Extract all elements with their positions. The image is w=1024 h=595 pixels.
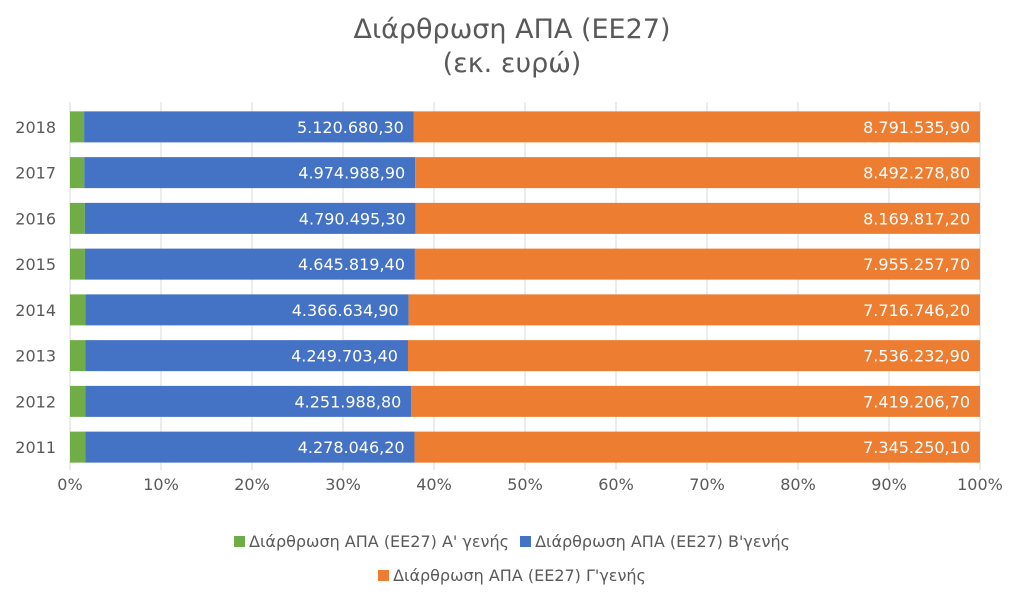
- bar-segment: [70, 431, 86, 463]
- y-tick-label: 2018: [15, 118, 56, 137]
- y-tick-label: 2015: [15, 255, 56, 274]
- bar-segment: [85, 340, 408, 372]
- data-label: 7.536.232,90: [863, 347, 970, 366]
- x-tick-label: 50%: [507, 475, 543, 494]
- bar-segment: [85, 431, 415, 463]
- bar-segment: [70, 340, 86, 372]
- legend-item-b: Διάρθρωση ΑΠΑ (ΕΕ27) Β'γενής: [520, 532, 790, 551]
- y-tick-label: 2012: [15, 392, 56, 411]
- legend-swatch-b: [520, 536, 532, 547]
- data-label: 4.249.703,40: [291, 347, 398, 366]
- x-tick-label: 30%: [325, 475, 361, 494]
- legend: Διάρθρωση ΑΠΑ (ΕΕ27) Α' γενής Διάρθρωση …: [0, 532, 1024, 551]
- x-tick-label: 10%: [143, 475, 179, 494]
- bar-segment: [414, 431, 980, 463]
- legend-label-b: Διάρθρωση ΑΠΑ (ΕΕ27) Β'γενής: [535, 532, 790, 551]
- data-label: 4.645.819,40: [298, 255, 405, 274]
- bar-segment: [84, 111, 414, 143]
- bar-segment: [70, 157, 85, 189]
- bar-segment: [70, 111, 85, 143]
- data-label: 7.955.257,70: [863, 255, 970, 274]
- x-tick-label: 20%: [234, 475, 270, 494]
- legend-swatch-c: [378, 570, 390, 581]
- legend-label-a: Διάρθρωση ΑΠΑ (ΕΕ27) Α' γενής: [249, 532, 509, 551]
- bar-segment: [407, 340, 980, 372]
- legend-row-2: Διάρθρωση ΑΠΑ (ΕΕ27) Γ'γενής: [0, 566, 1024, 585]
- data-label: 4.278.046,20: [298, 438, 405, 457]
- x-tick-label: 90%: [871, 475, 907, 494]
- x-tick-label: 80%: [780, 475, 816, 494]
- bar-segment: [84, 202, 416, 234]
- legend-label-c: Διάρθρωση ΑΠΑ (ΕΕ27) Γ'γενής: [393, 566, 646, 585]
- data-label: 4.366.634,90: [292, 301, 399, 320]
- data-label: 7.419.206,70: [863, 392, 970, 411]
- data-label: 4.251.988,80: [294, 392, 401, 411]
- y-tick-label: 2013: [15, 347, 56, 366]
- bar-segment: [411, 385, 980, 417]
- bar-segment: [85, 294, 409, 326]
- x-tick-label: 70%: [689, 475, 725, 494]
- data-label: 8.492.278,80: [863, 164, 970, 183]
- chart-title: Διάρθρωση ΑΠΑ (ΕΕ27): [353, 14, 671, 45]
- bar-segment: [70, 202, 85, 234]
- bar-segment: [70, 248, 85, 280]
- bar-segment: [415, 157, 981, 189]
- bar-segment: [415, 202, 980, 234]
- data-label: 8.791.535,90: [863, 118, 970, 137]
- bar-segment: [413, 111, 980, 143]
- bar-segment: [84, 157, 416, 189]
- x-tick-label: 40%: [416, 475, 452, 494]
- x-tick-label: 100%: [957, 475, 1003, 494]
- y-tick-label: 2014: [15, 301, 56, 320]
- y-tick-label: 2011: [15, 438, 56, 457]
- plot-area: 0% 10% 20% 30% 40% 50% 60% 70% 80% 90% 100% 2018 5.1…: [15, 102, 1003, 494]
- x-tick-label: 0%: [57, 475, 82, 494]
- bar-segment: [408, 294, 980, 326]
- data-label: 4.974.988,90: [298, 164, 405, 183]
- data-label: 8.169.817,20: [863, 209, 970, 228]
- data-label: 4.790.495,30: [299, 209, 406, 228]
- legend-item-c: Διάρθρωση ΑΠΑ (ΕΕ27) Γ'γενής: [378, 566, 646, 585]
- bar-segment: [414, 248, 980, 280]
- x-tick-label: 60%: [598, 475, 634, 494]
- data-label: 5.120.680,30: [297, 118, 404, 137]
- legend-item-a: Διάρθρωση ΑΠΑ (ΕΕ27) Α' γενής: [234, 532, 509, 551]
- chart-subtitle: (εκ. ευρώ): [442, 48, 582, 79]
- bar-segment: [70, 294, 86, 326]
- data-label: 7.716.746,20: [863, 301, 970, 320]
- y-tick-label: 2016: [15, 209, 56, 228]
- bar-segment: [84, 248, 415, 280]
- legend-swatch-a: [234, 536, 246, 547]
- bars: 2018 5.120.680,30 8.791.535,90 2017 4.974.98…: [15, 111, 981, 463]
- bar-segment: [85, 385, 412, 417]
- data-label: 7.345.250,10: [863, 438, 970, 457]
- x-axis-ticks: 0% 10% 20% 30% 40% 50% 60% 70% 80% 90% 100%: [57, 475, 1003, 494]
- bar-segment: [70, 385, 86, 417]
- y-tick-label: 2017: [15, 164, 56, 183]
